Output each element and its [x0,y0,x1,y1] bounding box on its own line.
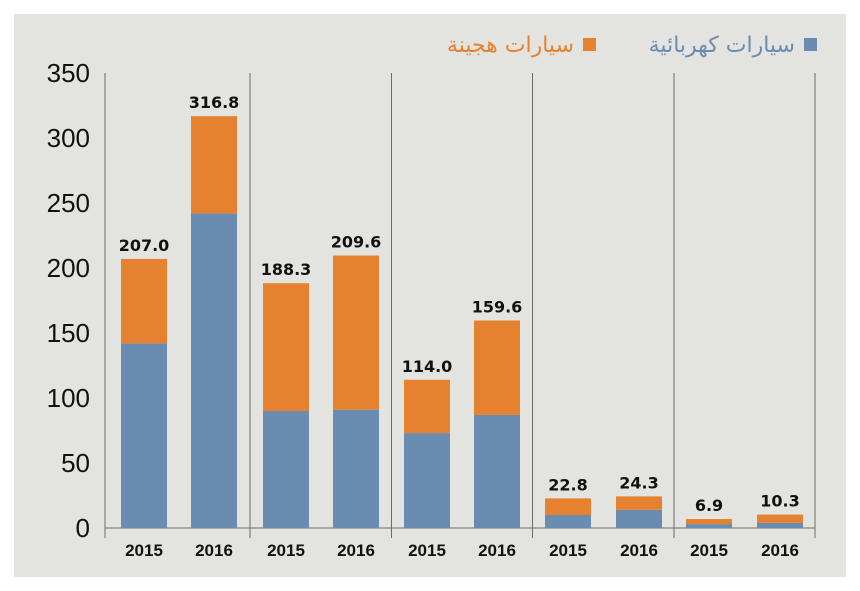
bar-segment-hybrid [757,514,803,523]
x-tick-label: 2016 [761,541,799,560]
bar-segment-electric [191,213,237,528]
legend-label-electric: سيارات كهربائية [649,33,795,58]
legend-swatch-hybrid [583,38,596,51]
data-labels: 207.0 316.8 188.3 209.6 114.0 159.6 22.8 24.3 6.… [119,93,800,515]
y-tick-label: 200 [47,253,90,283]
bar-total-label: 24.3 [619,473,658,492]
x-tick-label: 2016 [478,541,516,560]
y-axis: 0 50 100 150 200 250 300 350 [47,58,90,543]
bar-total-label: 10.3 [760,492,799,511]
bars [121,116,803,528]
bar-total-label: 188.3 [261,260,312,279]
bar-segment-hybrid [616,496,662,510]
bar-segment-electric [545,515,591,528]
y-tick-label: 150 [47,318,90,348]
bar-segment-hybrid [474,320,520,415]
bar-segment-electric [404,433,450,528]
legend: سيارات كهربائية سيارات هجينة [447,33,817,58]
bar-total-label: 159.6 [472,298,523,317]
y-tick-label: 350 [47,58,90,88]
legend-swatch-electric [804,38,817,51]
x-tick-label: 2015 [690,541,728,560]
x-tick-label: 2016 [337,541,375,560]
bar-segment-electric [474,414,520,528]
y-tick-label: 0 [76,513,90,543]
y-tick-label: 50 [61,448,90,478]
bar-segment-electric [686,524,732,528]
x-tick-label: 2015 [125,541,163,560]
bar-total-label: 6.9 [695,496,723,515]
x-tick-label: 2015 [549,541,587,560]
bar-total-label: 22.8 [548,475,587,494]
bar-segment-hybrid [333,255,379,410]
bar-total-label: 209.6 [331,233,382,252]
bar-segment-electric [616,509,662,528]
y-tick-label: 300 [47,123,90,153]
y-tick-label: 250 [47,188,90,218]
bar-segment-hybrid [263,283,309,411]
bar-segment-hybrid [545,498,591,515]
bar-segment-hybrid [686,519,732,525]
x-tick-label: 2015 [267,541,305,560]
bar-segment-electric [757,522,803,528]
legend-label-hybrid: سيارات هجينة [447,33,574,58]
bar-segment-electric [333,409,379,528]
bar-total-label: 114.0 [402,357,453,376]
bar-total-label: 207.0 [119,236,170,255]
bar-segment-hybrid [121,258,167,344]
y-tick-label: 100 [47,383,90,413]
x-tick-label: 2015 [408,541,446,560]
bar-segment-hybrid [191,116,237,214]
bar-segment-electric [121,343,167,528]
x-tick-label: 2016 [195,541,233,560]
x-tick-label: 2016 [620,541,658,560]
x-axis: 2015 2016 2015 2016 2015 2016 2015 2016 2015 2016 [125,541,799,560]
bar-segment-hybrid [404,379,450,434]
bar-total-label: 316.8 [189,93,240,112]
bar-segment-electric [263,411,309,528]
